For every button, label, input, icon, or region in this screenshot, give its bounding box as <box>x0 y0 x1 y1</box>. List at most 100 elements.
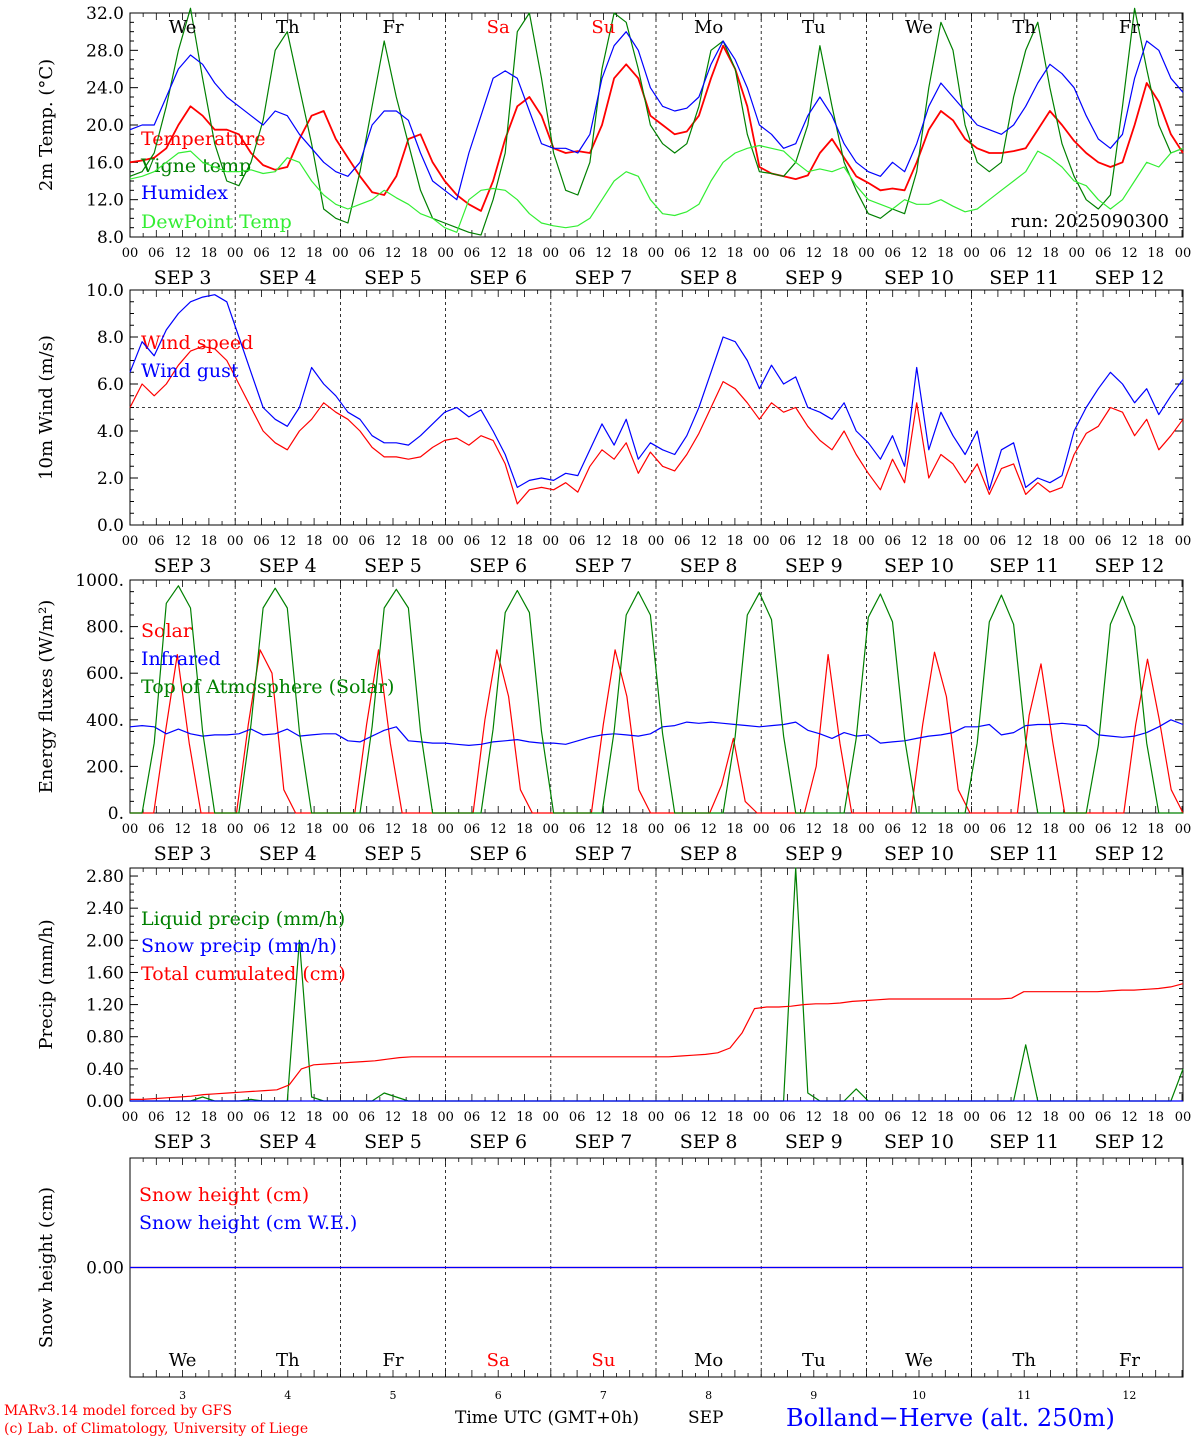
day-name-label: Fr <box>1119 17 1140 38</box>
day-name-label: Sa <box>487 1350 510 1371</box>
hour-tick-label: 12 <box>385 1110 402 1125</box>
hour-tick-label: 18 <box>516 534 533 549</box>
hour-tick-label: 12 <box>490 822 507 837</box>
y-tick-label: 0.80 <box>86 1028 124 1048</box>
hour-tick-label: 06 <box>990 822 1007 837</box>
hour-tick-label: 06 <box>674 246 691 261</box>
date-label: SEP 11 <box>989 555 1059 577</box>
y-tick-label: 800. <box>86 618 124 638</box>
hour-tick-label: 12 <box>595 534 612 549</box>
hour-tick-label: 18 <box>727 822 744 837</box>
date-label: SEP 4 <box>259 1131 317 1153</box>
hour-tick-label: 06 <box>358 1110 375 1125</box>
y-axis-label: Precip (mm/h) <box>36 919 57 1049</box>
y-tick-label: 16.0 <box>86 153 124 173</box>
hour-tick-label: 00 <box>437 246 454 261</box>
hour-tick-label: 00 <box>332 534 349 549</box>
date-label: SEP 9 <box>785 555 843 577</box>
panel-4: 0.00 0.40 0.80 1.20 1.60 2.00 2.40 2.80 Precip (… <box>36 867 1191 1153</box>
hour-tick-label: 06 <box>253 246 270 261</box>
day-number-label: 12 <box>1122 1389 1136 1402</box>
hour-tick-label: 06 <box>1095 246 1112 261</box>
hour-tick-label: 00 <box>543 246 560 261</box>
hour-tick-label: 00 <box>858 534 875 549</box>
hour-tick-label: 06 <box>990 246 1007 261</box>
day-number-label: 8 <box>705 1389 712 1402</box>
day-name-label: Tu <box>802 1350 826 1371</box>
hour-tick-label: 12 <box>700 822 717 837</box>
hour-tick-label: 06 <box>674 534 691 549</box>
hour-tick-label: 18 <box>727 1110 744 1125</box>
hour-tick-label: 06 <box>779 822 796 837</box>
hour-tick-label: 06 <box>1095 534 1112 549</box>
date-label: SEP 9 <box>785 843 843 865</box>
date-label: SEP 11 <box>989 267 1059 289</box>
time-axis-label: Time UTC (GMT+0h) <box>455 1408 639 1428</box>
hour-tick-label: 06 <box>779 246 796 261</box>
panel-2: 0.0 2.0 4.0 6.0 8.0 10.0 10m Wind (m/s) Wind sp… <box>36 281 1191 577</box>
panel-5: 0.00 Snow height (cm) Snow height (cm) Snow… <box>36 1157 1184 1402</box>
date-label: SEP 7 <box>574 267 632 289</box>
day-name-label: Fr <box>1119 1350 1140 1371</box>
hour-tick-label: 12 <box>595 1110 612 1125</box>
panel-1: 8.0 12.0 16.0 20.0 24.0 28.0 32.0 2m Temp. (°C)… <box>36 4 1191 289</box>
hour-tick-label: 18 <box>1147 1110 1164 1125</box>
hour-tick-label: 12 <box>1121 1110 1138 1125</box>
hour-tick-label: 18 <box>306 822 323 837</box>
day-name-label: Su <box>591 17 615 38</box>
hour-tick-label: 06 <box>569 822 586 837</box>
run-label: run: 2025090300 <box>1011 211 1169 232</box>
hour-tick-label: 18 <box>411 246 428 261</box>
day-name-label: Mo <box>694 1350 723 1371</box>
hour-tick-label: 06 <box>148 246 165 261</box>
hour-tick-label: 12 <box>174 1110 191 1125</box>
hour-tick-label: 00 <box>648 246 665 261</box>
day-name-label: Su <box>591 1350 615 1371</box>
hour-tick-label: 00 <box>753 822 770 837</box>
y-tick-label: 8.0 <box>97 328 124 348</box>
hour-tick-label: 00 <box>122 246 139 261</box>
date-label: SEP 10 <box>884 843 954 865</box>
hour-tick-label: 06 <box>569 1110 586 1125</box>
legend-entry: Total cumulated (cm) <box>141 963 346 985</box>
hour-tick-label: 18 <box>937 534 954 549</box>
day-name-label: Fr <box>382 17 403 38</box>
hour-tick-label: 12 <box>806 822 823 837</box>
hour-tick-label: 00 <box>437 1110 454 1125</box>
station-name: Bolland−Herve (alt. 250m) <box>786 1404 1115 1432</box>
y-tick-label: 0.40 <box>86 1060 124 1080</box>
date-label: SEP 6 <box>469 267 527 289</box>
hour-tick-label: 18 <box>621 534 638 549</box>
y-tick-label: 1.20 <box>86 996 124 1016</box>
y-tick-label: 0.00 <box>86 1092 124 1112</box>
day-number-label: 11 <box>1017 1389 1031 1402</box>
legend-entry: Solar <box>141 620 193 642</box>
hour-tick-label: 00 <box>1069 534 1086 549</box>
hour-tick-label: 00 <box>227 822 244 837</box>
hour-tick-label: 06 <box>464 246 481 261</box>
hour-tick-label: 00 <box>332 246 349 261</box>
hour-tick-label: 00 <box>1175 246 1192 261</box>
hour-tick-label: 06 <box>569 246 586 261</box>
day-name-label: Th <box>1012 17 1036 38</box>
hour-tick-label: 06 <box>990 1110 1007 1125</box>
hour-tick-label: 06 <box>779 1110 796 1125</box>
hour-tick-label: 12 <box>385 534 402 549</box>
hour-tick-label: 18 <box>937 822 954 837</box>
hour-tick-label: 18 <box>1042 246 1059 261</box>
footer: MARv3.14 model forced by GFS (c) Lab. of… <box>4 1403 1115 1437</box>
hour-tick-label: 12 <box>174 534 191 549</box>
hour-tick-label: 06 <box>148 534 165 549</box>
hour-tick-label: 00 <box>753 534 770 549</box>
y-tick-label: 0.0 <box>97 516 124 536</box>
date-label: SEP 8 <box>680 843 738 865</box>
hour-tick-label: 06 <box>148 822 165 837</box>
hour-tick-label: 18 <box>621 1110 638 1125</box>
series-line-1 <box>129 345 1184 505</box>
hour-tick-label: 18 <box>306 246 323 261</box>
legend-entry: Wind gust <box>141 360 239 382</box>
y-tick-label: 0. <box>108 804 124 824</box>
hour-tick-label: 12 <box>490 1110 507 1125</box>
y-tick-label: 24.0 <box>86 79 124 99</box>
day-name-label: We <box>905 17 933 38</box>
